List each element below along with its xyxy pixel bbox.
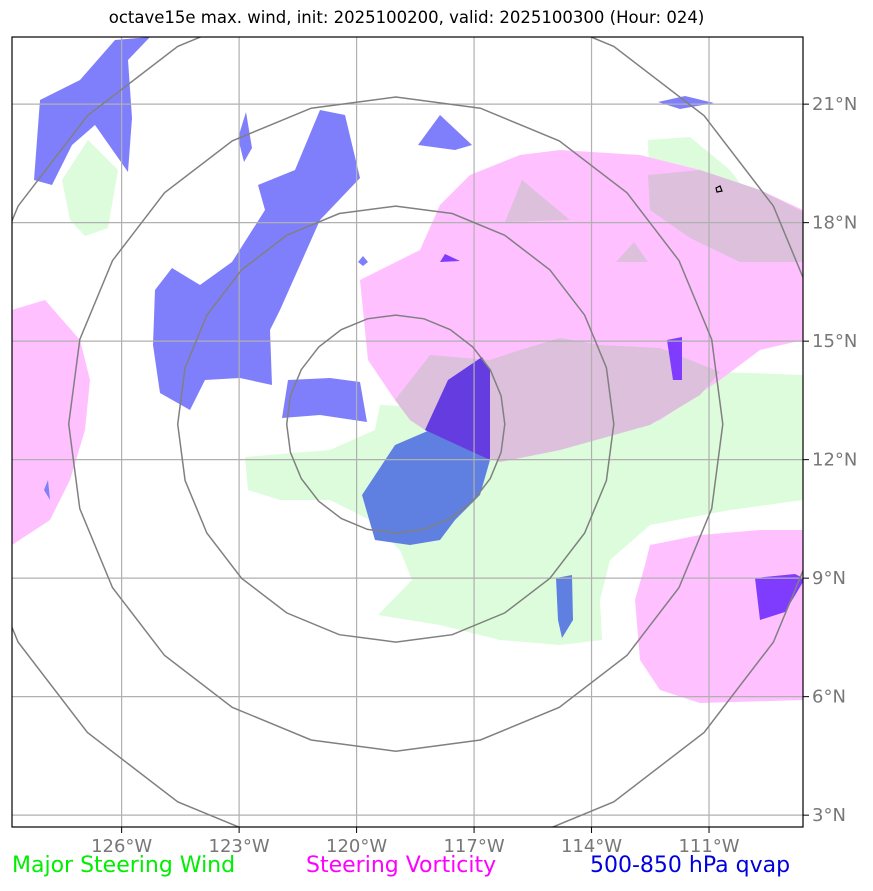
axis-ticks: 126°W 123°W 120°W 117°W 114°W 111°W 21°N 18°N 15… <box>91 94 857 857</box>
qvap-layer <box>34 37 803 638</box>
map-frame <box>11 36 804 828</box>
tick-label-lon-5: 111°W <box>678 836 739 857</box>
wind-area-central <box>245 372 803 645</box>
vorticity-area-west <box>12 300 90 545</box>
wind-contour-mark <box>715 185 723 193</box>
gridlines <box>12 37 803 827</box>
range-ring-3 <box>67 96 724 752</box>
range-ring-4 <box>12 37 803 827</box>
tick-label-lat-5: 6°N <box>812 687 846 708</box>
range-ring-1 <box>285 314 506 534</box>
tick-label-lat-2: 15°N <box>812 331 857 352</box>
tick-label-lat-3: 12°N <box>812 450 857 471</box>
range-rings <box>12 37 803 827</box>
tick-label-lon-0: 126°W <box>91 836 152 857</box>
tick-label-lon-1: 123°W <box>209 836 270 857</box>
tick-label-lon-4: 114°W <box>561 836 622 857</box>
legend-steering-wind: Major Steering Wind <box>12 853 236 878</box>
qvap-area-south <box>556 575 573 638</box>
tick-label-lat-6: 3°N <box>812 805 846 826</box>
tick-label-lat-0: 21°N <box>812 94 857 115</box>
qvap-area-north-center <box>418 115 472 150</box>
qvap-area-dot <box>358 256 368 266</box>
vorticity-area-southeast <box>635 530 803 703</box>
tick-label-lat-1: 18°N <box>812 213 857 234</box>
wind-area-west <box>62 140 118 236</box>
legend-steering-vorticity: Steering Vorticity <box>306 853 497 878</box>
map-title: octave15e max. wind, init: 2025100200, v… <box>108 8 705 27</box>
qvap-area-wind-overlap <box>362 430 490 545</box>
range-ring-2 <box>176 205 615 643</box>
legend-qvap: 500-850 hPa qvap <box>590 853 791 878</box>
tick-label-lon-3: 117°W <box>443 836 504 857</box>
qvap-area-small-north <box>238 112 252 162</box>
overlap-area-north-small <box>505 180 570 222</box>
overlap-area-north-tiny <box>616 242 648 262</box>
qvap-area-purple-east <box>667 337 682 380</box>
qvap-area-purple-north <box>440 254 460 262</box>
tick-label-lon-2: 120°W <box>326 836 387 857</box>
qvap-area-purple-southeast <box>755 574 803 620</box>
tick-label-lat-4: 9°N <box>812 568 846 589</box>
qvap-area-tiny-west <box>44 480 50 500</box>
qvap-area-main-band <box>153 110 360 410</box>
qvap-area-mid-west <box>282 378 367 422</box>
